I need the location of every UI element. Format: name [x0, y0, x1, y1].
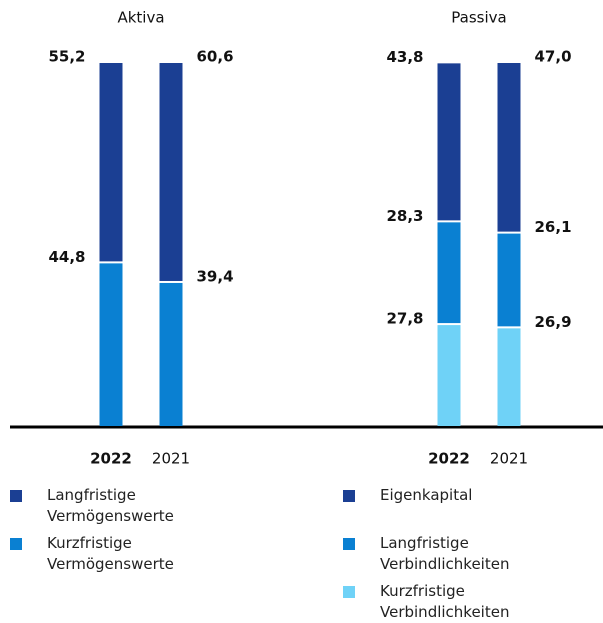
value-label: 43,8 — [386, 48, 423, 66]
value-label: 27,8 — [386, 310, 423, 328]
legend-label: Kurzfristige Verbindlichkeiten — [380, 582, 510, 621]
bar-segment — [437, 325, 461, 426]
value-label: 60,6 — [197, 48, 234, 66]
legend-label: Langfristige Verbindlichkeiten — [380, 534, 510, 573]
value-label: 39,4 — [197, 267, 234, 285]
legend-swatch — [10, 538, 22, 550]
value-label: 47,0 — [535, 48, 572, 66]
legend-item: Kurzfristige Verbindlichkeiten — [343, 581, 540, 623]
bar-segment — [497, 63, 521, 232]
x-tick-label: 2022 — [90, 450, 132, 468]
bar-segment — [437, 63, 461, 221]
value-label: 26,9 — [535, 313, 572, 331]
legend-swatch — [343, 490, 355, 502]
legend-swatch — [343, 586, 355, 598]
legend-label: Kurzfristige Vermögenswerte — [47, 534, 174, 573]
value-label: 26,1 — [535, 218, 572, 236]
x-tick-label: 2021 — [490, 450, 528, 468]
bar-segment — [159, 282, 183, 426]
bar-segment — [437, 222, 461, 324]
panel-title: Passiva — [451, 9, 506, 27]
page: Aktiva 2022 44,8 55,2 2021 39,4 60,6 Passiva 202… — [10, 8, 603, 621]
panel-title: Aktiva — [117, 9, 164, 27]
value-label: 28,3 — [386, 207, 423, 225]
legend-label: Langfristige Vermögenswerte — [47, 486, 174, 525]
legend-item: Langfristige Verbindlichkeiten — [343, 533, 540, 575]
legend-item: Langfristige Vermögenswerte — [10, 485, 207, 527]
x-tick-label: 2021 — [152, 450, 190, 468]
value-label: 44,8 — [48, 248, 85, 266]
bar-segment — [497, 328, 521, 426]
value-label: 55,2 — [48, 48, 85, 66]
x-tick-label: 2022 — [428, 450, 470, 468]
legend-item: Kurzfristige Vermögenswerte — [10, 533, 207, 575]
bar-segment — [99, 263, 123, 426]
legend-swatch — [343, 538, 355, 550]
bar-segment — [159, 63, 183, 281]
bar-segment — [497, 233, 521, 327]
legend-swatch — [10, 490, 22, 502]
legend-item: Eigenkapital — [343, 485, 540, 506]
bar-segment — [99, 63, 123, 262]
legend-label: Eigenkapital — [380, 486, 473, 504]
chart: Aktiva 2022 44,8 55,2 2021 39,4 60,6 Passiva 202… — [10, 9, 603, 468]
